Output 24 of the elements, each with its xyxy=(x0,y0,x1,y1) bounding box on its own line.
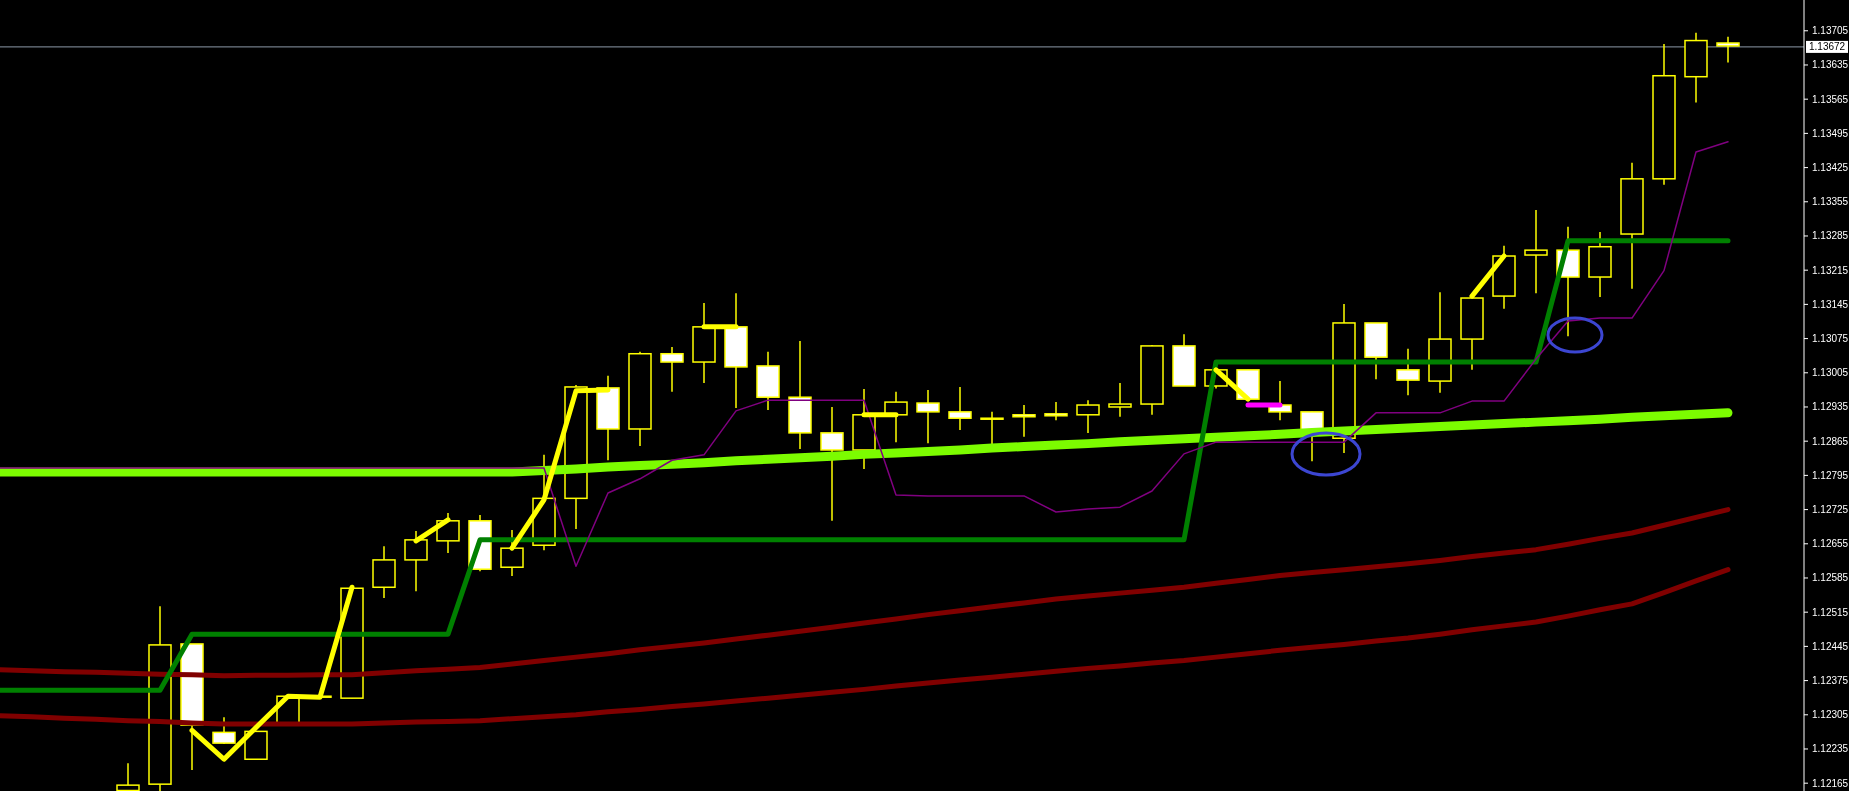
ref-line-label: 1.13672 xyxy=(1809,41,1846,53)
y-tick-label: 1.12515 xyxy=(1812,606,1849,618)
y-tick-label: 1.13355 xyxy=(1812,196,1849,208)
y-tick-label: 1.12305 xyxy=(1812,709,1849,721)
y-tick-label: 1.13635 xyxy=(1812,59,1849,71)
y-tick-label: 1.12585 xyxy=(1812,572,1849,584)
y-tick-label: 1.13145 xyxy=(1812,298,1849,310)
y-tick-label: 1.13495 xyxy=(1812,127,1849,139)
y-tick-label: 1.12165 xyxy=(1812,777,1849,789)
y-tick-label: 1.13075 xyxy=(1812,333,1849,345)
y-tick-label: 1.13705 xyxy=(1812,25,1849,37)
y-tick-label: 1.13285 xyxy=(1812,230,1849,242)
y-tick-label: 1.12865 xyxy=(1812,435,1849,447)
y-tick-label: 1.12445 xyxy=(1812,640,1849,652)
y-tick-label: 1.13425 xyxy=(1812,162,1849,174)
y-tick-label: 1.13215 xyxy=(1812,264,1849,276)
y-tick-label: 1.12375 xyxy=(1812,675,1849,687)
y-tick-label: 1.13005 xyxy=(1812,367,1849,379)
y-tick-label: 1.12725 xyxy=(1812,504,1849,516)
y-tick-label: 1.12795 xyxy=(1812,469,1849,481)
y-tick-label: 1.13565 xyxy=(1812,93,1849,105)
y-tick-label: 1.12935 xyxy=(1812,401,1849,413)
y-tick-label: 1.12235 xyxy=(1812,743,1849,755)
y-tick-label: 1.12655 xyxy=(1812,538,1849,550)
